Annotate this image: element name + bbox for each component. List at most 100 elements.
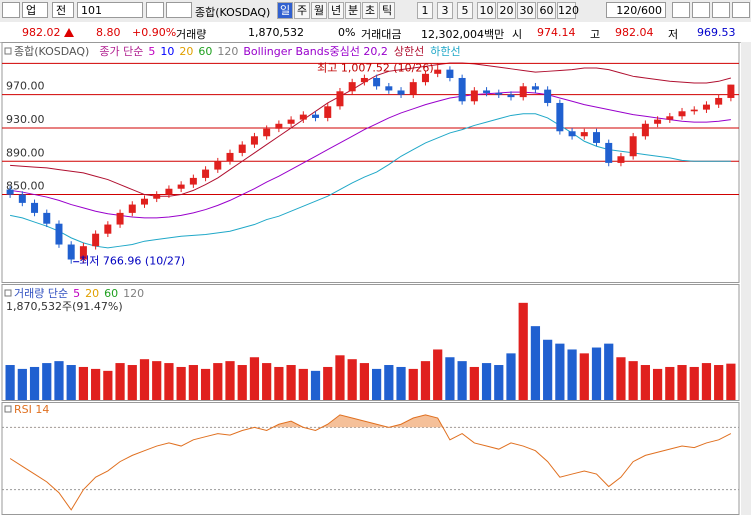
candle-body bbox=[6, 189, 14, 195]
candle-body bbox=[507, 94, 515, 98]
candle-body bbox=[360, 77, 368, 83]
volume-bar bbox=[677, 365, 687, 400]
volume-bar bbox=[91, 368, 101, 400]
candle-body bbox=[312, 114, 320, 118]
tool-button[interactable] bbox=[692, 2, 710, 18]
count-input[interactable]: 120/600 bbox=[606, 2, 666, 18]
annotation: 최고 1,007.52 (10/26) bbox=[317, 61, 434, 74]
candle-body bbox=[458, 77, 466, 102]
volume-bar bbox=[567, 349, 577, 400]
interval-button[interactable]: 1 bbox=[417, 2, 433, 19]
low: 969.53 bbox=[697, 26, 736, 39]
code-input[interactable]: 101 bbox=[77, 2, 143, 18]
up-arrow bbox=[64, 28, 74, 37]
legend-item: 20 bbox=[179, 45, 193, 58]
sound-button[interactable] bbox=[166, 2, 192, 18]
period-button[interactable]: 초 bbox=[362, 2, 378, 19]
tool-button[interactable] bbox=[712, 2, 730, 18]
volume-bar bbox=[127, 365, 137, 400]
candle-body bbox=[31, 202, 39, 213]
volume-bar bbox=[714, 365, 724, 400]
volume-bar bbox=[5, 365, 15, 400]
chart-area: 970.00 930.00 890.00 850.00 최고 1,007.52 (10/… bbox=[1, 42, 751, 515]
volume-bar bbox=[420, 361, 431, 400]
candle-body bbox=[727, 84, 735, 98]
candle-body bbox=[299, 114, 307, 120]
price: 982.02 bbox=[22, 26, 61, 39]
info-bar: 982.02 8.80 +0.90% 거래량 1,870,532 0% 거래대금… bbox=[0, 22, 751, 43]
candle-body bbox=[629, 136, 637, 157]
period-button[interactable]: 분 bbox=[345, 2, 361, 19]
volume-bar bbox=[445, 357, 455, 400]
volume-bar bbox=[616, 357, 626, 400]
candle-body bbox=[421, 73, 429, 83]
candle-body bbox=[605, 142, 613, 163]
band-line bbox=[10, 62, 732, 197]
volume-bar bbox=[115, 363, 125, 400]
candle-body bbox=[715, 97, 723, 105]
candle-body bbox=[79, 246, 87, 260]
interval-button[interactable]: 30 bbox=[517, 2, 536, 19]
panel bbox=[1, 402, 740, 515]
scrollbar[interactable] bbox=[741, 42, 751, 515]
search-button[interactable] bbox=[146, 2, 164, 18]
legend-item: 종가 단순 bbox=[99, 45, 143, 58]
candle-body bbox=[18, 194, 26, 203]
volume-ratio: 0% bbox=[338, 26, 356, 39]
volume-bar bbox=[237, 365, 247, 400]
interval-button[interactable]: 10 bbox=[477, 2, 496, 19]
legend-title: 종합(KOSDAQ) bbox=[14, 45, 89, 58]
period-button[interactable]: 틱 bbox=[379, 2, 395, 19]
interval-button[interactable]: 20 bbox=[497, 2, 516, 19]
volume-bar bbox=[518, 302, 528, 400]
volume-bar bbox=[396, 366, 406, 400]
candle-body bbox=[263, 128, 271, 137]
tool-button[interactable] bbox=[732, 2, 750, 18]
panel bbox=[1, 42, 740, 283]
y-tick-label: 850.00 bbox=[6, 180, 45, 193]
volume-bar bbox=[176, 366, 186, 400]
market-select[interactable]: 업 bbox=[22, 2, 48, 18]
candle-body bbox=[116, 212, 124, 225]
volume-bar bbox=[701, 363, 712, 400]
interval-button[interactable]: 3 bbox=[437, 2, 453, 19]
legend-title: RSI 14 bbox=[14, 403, 49, 416]
subtitle: 1,870,532주(91.47%) bbox=[6, 300, 123, 313]
volume-bar bbox=[78, 366, 89, 400]
period-button[interactable]: 월 bbox=[311, 2, 327, 19]
candle-body bbox=[678, 111, 686, 117]
label: 거래대금 bbox=[361, 28, 402, 41]
amount: 12,302,004백만 bbox=[421, 28, 505, 41]
candle-body bbox=[641, 123, 649, 137]
period-button[interactable]: 년 bbox=[328, 2, 344, 19]
legend-title: 거래량 단순 bbox=[14, 287, 68, 300]
candle-body bbox=[556, 102, 564, 132]
volume-bar bbox=[530, 326, 541, 400]
candle-body bbox=[104, 224, 112, 234]
candle-body bbox=[580, 132, 588, 137]
tool-button[interactable] bbox=[672, 2, 690, 18]
candle-body bbox=[67, 244, 75, 260]
volume-bar bbox=[408, 368, 418, 400]
icon[interactable] bbox=[2, 2, 20, 18]
interval-button[interactable]: 5 bbox=[457, 2, 473, 19]
candle-body bbox=[202, 169, 210, 178]
legend-item: 120 bbox=[123, 287, 144, 300]
candle-body bbox=[275, 123, 283, 129]
label: 거래량 bbox=[176, 28, 207, 41]
candle-body bbox=[189, 177, 197, 185]
prev-button[interactable]: 전 bbox=[52, 2, 74, 18]
interval-button[interactable]: 120 bbox=[557, 2, 579, 19]
band-line bbox=[10, 91, 731, 219]
volume-bar bbox=[225, 361, 235, 400]
period-button[interactable]: 일 bbox=[277, 2, 293, 19]
candle-body bbox=[238, 144, 246, 153]
band-line bbox=[10, 113, 731, 249]
legend-item: 5 bbox=[148, 45, 155, 58]
candle-body bbox=[593, 132, 601, 143]
period-button[interactable]: 주 bbox=[294, 2, 310, 19]
volume-bar bbox=[262, 363, 272, 400]
interval-button[interactable]: 60 bbox=[537, 2, 556, 19]
volume-bar bbox=[591, 347, 602, 400]
candle-body bbox=[519, 86, 527, 98]
